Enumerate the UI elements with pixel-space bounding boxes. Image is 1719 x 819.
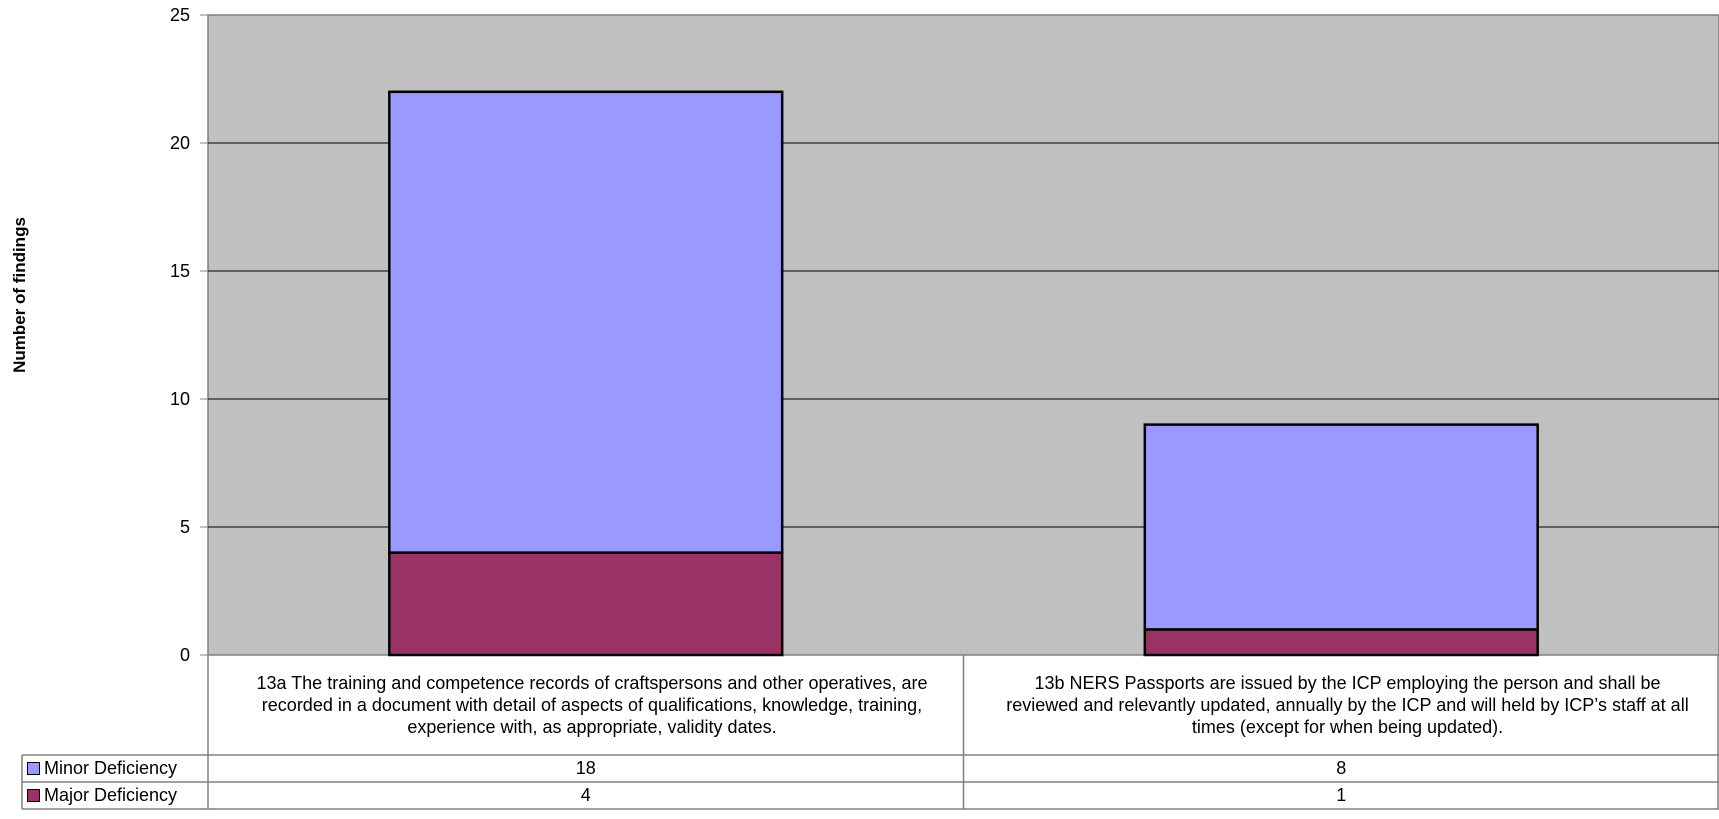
y-tick-label: 10 bbox=[170, 389, 190, 409]
bar-minor-deficiency-0 bbox=[388, 90, 784, 554]
legend-entry-minor-deficiency: Minor Deficiency bbox=[22, 755, 208, 782]
bar-minor-deficiency-1 bbox=[1143, 423, 1539, 631]
legend-swatch bbox=[27, 789, 40, 802]
y-tick-label: 5 bbox=[180, 517, 190, 537]
data-table-value: 4 bbox=[580, 785, 591, 805]
y-tick-label: 25 bbox=[170, 5, 190, 25]
data-table-value: 8 bbox=[1336, 758, 1347, 778]
legend-label: Minor Deficiency bbox=[44, 758, 178, 778]
y-tick-label: 20 bbox=[170, 133, 190, 153]
category-label-13a: 13a The training and competence records … bbox=[256, 673, 928, 737]
category-label-13b: 13b NERS Passports are issued by the ICP… bbox=[1006, 673, 1689, 737]
data-table-value: 18 bbox=[575, 758, 596, 778]
legend-entry-major-deficiency: Major Deficiency bbox=[22, 782, 208, 809]
bar-major-deficiency-1 bbox=[1143, 628, 1539, 657]
y-axis-label-box: Number of findings bbox=[8, 210, 32, 380]
y-tick-label: 15 bbox=[170, 261, 190, 281]
y-axis-label: Number of findings bbox=[10, 217, 29, 373]
legend-label: Major Deficiency bbox=[44, 785, 178, 805]
y-tick-label: 0 bbox=[180, 645, 190, 665]
legend-swatch bbox=[27, 762, 40, 775]
bar-major-deficiency-0 bbox=[388, 551, 784, 657]
data-table-value: 1 bbox=[1336, 785, 1347, 805]
